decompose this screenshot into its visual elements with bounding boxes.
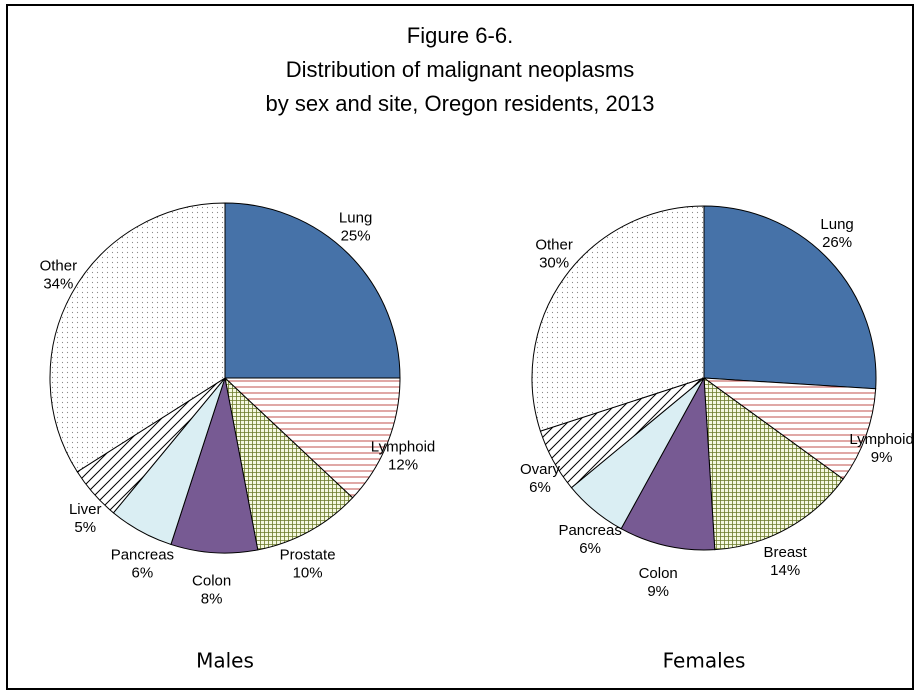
title-line: Distribution of malignant neoplasms — [286, 57, 635, 82]
slice-value-label: 26% — [822, 234, 852, 251]
slice-value-label: 10% — [293, 565, 323, 582]
pie-slice — [224, 202, 401, 379]
slice-value-label: 30% — [539, 255, 569, 272]
slice-label: Colon — [639, 565, 678, 582]
slice-label: Lung — [339, 209, 372, 226]
slice-label: Prostate — [280, 547, 336, 564]
slice-label: Lymphoid — [371, 438, 435, 455]
pie-slice — [703, 205, 877, 390]
slice-value-label: 6% — [529, 479, 551, 496]
pie-slice — [223, 377, 401, 499]
slice-value-label: 9% — [647, 583, 669, 600]
slice-value-label: 34% — [43, 275, 73, 292]
slice-value-label: 8% — [201, 591, 223, 608]
slice-label: Ovary — [520, 461, 561, 478]
slice-value-label: 14% — [770, 562, 800, 579]
slice-label: Liver — [69, 501, 102, 518]
slice-value-label: 25% — [341, 227, 371, 244]
pie-slice — [224, 376, 354, 551]
pie-slice — [531, 205, 705, 432]
slice-label: Pancreas — [111, 547, 174, 564]
slice-value-label: 6% — [579, 540, 601, 557]
slice-label: Breast — [763, 544, 807, 561]
slice-value-label: 12% — [388, 456, 418, 473]
slice-value-label: 5% — [74, 519, 96, 536]
slice-value-label: 9% — [871, 449, 893, 466]
slice-label: Colon — [192, 573, 231, 590]
slice-label: Other — [40, 257, 78, 274]
slice-label: Pancreas — [558, 522, 621, 539]
slice-label: Lung — [820, 216, 853, 233]
pie-slice — [702, 377, 877, 480]
title-line: by sex and site, Oregon residents, 2013 — [266, 91, 655, 116]
title-line: Figure 6-6. — [407, 23, 513, 48]
pie-slice — [703, 376, 844, 551]
pie-title: Females — [663, 649, 746, 673]
slice-value-label: 6% — [132, 565, 154, 582]
pie-title: Males — [196, 649, 254, 673]
pie-slice — [49, 202, 226, 473]
slice-label: Lymphoid — [849, 431, 913, 448]
slice-label: Other — [535, 237, 573, 254]
pie-slice — [620, 376, 716, 551]
